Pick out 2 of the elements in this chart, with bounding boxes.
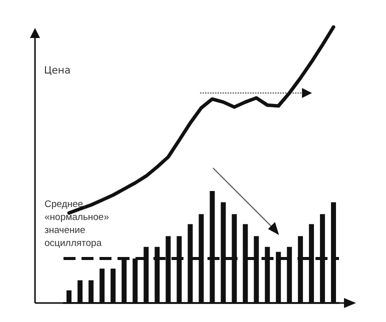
- ref-line-label: Среднее, «нормальное» значение осциллятора: [44, 199, 112, 250]
- y-axis-title: Цена: [44, 66, 71, 76]
